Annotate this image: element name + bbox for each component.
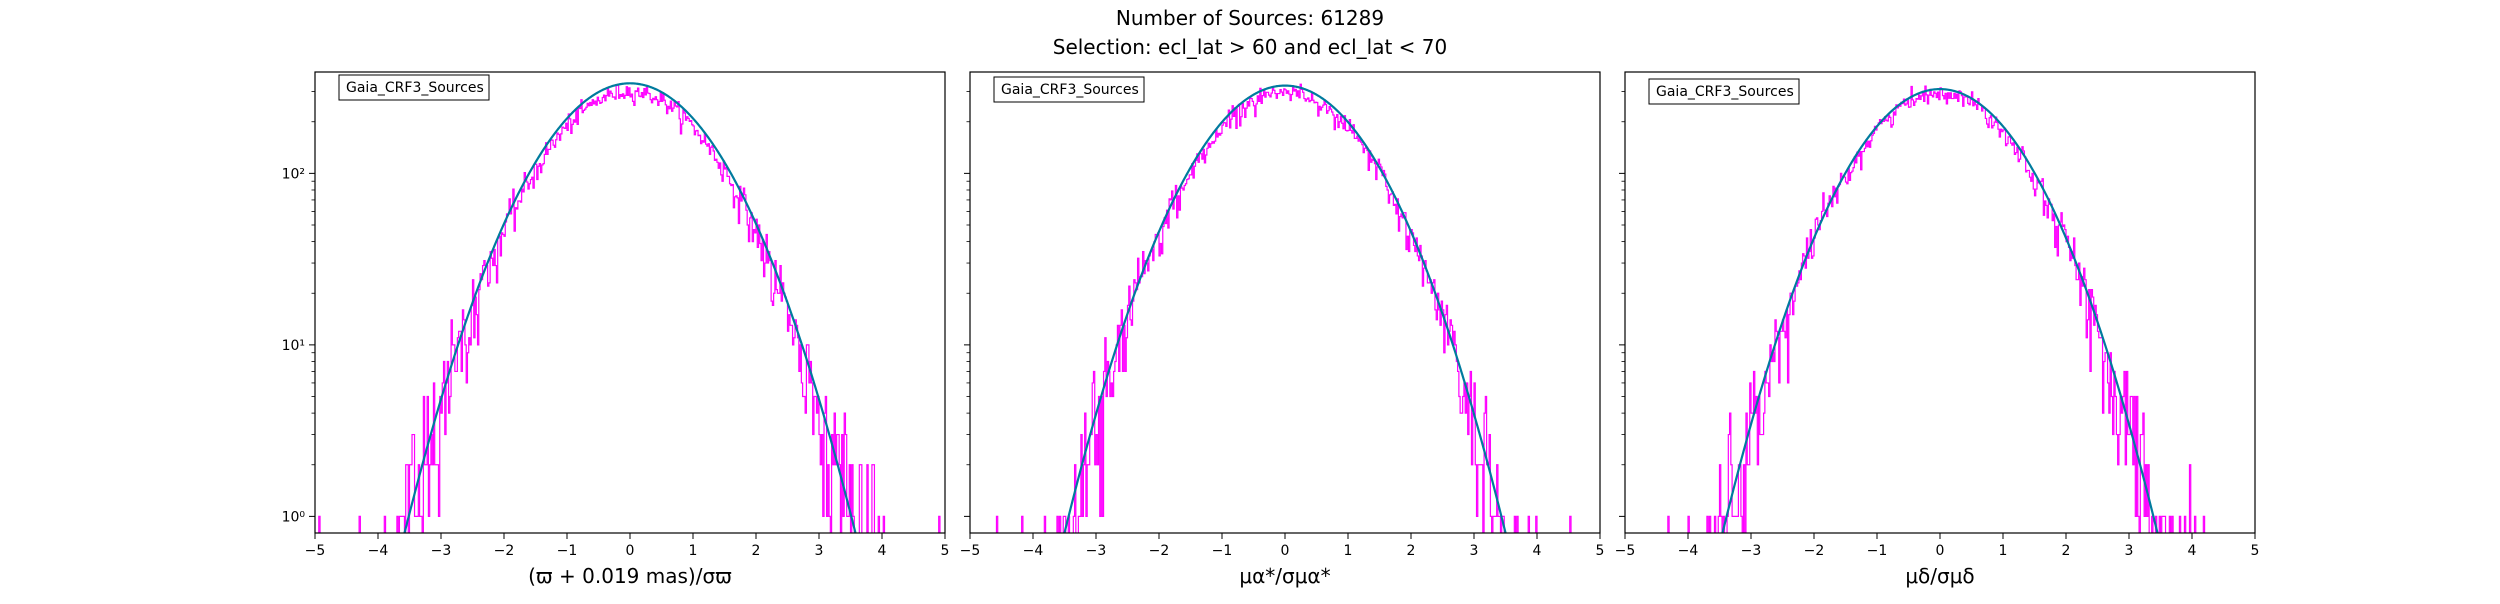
x-axis-label: μα*/σμα*	[1239, 564, 1330, 588]
x-tick-label: −2	[1149, 543, 1170, 559]
x-tick-label: 5	[941, 543, 950, 559]
x-tick-label: −4	[1023, 543, 1044, 559]
y-tick-label: 10⁰	[282, 509, 306, 525]
x-tick-label: 5	[2251, 543, 2260, 559]
x-tick-label: 5	[1596, 543, 1605, 559]
x-tick-label: 2	[2062, 543, 2071, 559]
x-tick-label: −1	[557, 543, 578, 559]
legend-label: Gaia_CRF3_Sources	[346, 80, 484, 96]
x-tick-label: −4	[1678, 543, 1699, 559]
legend-box	[338, 74, 490, 101]
axes-frame	[969, 71, 1601, 534]
x-tick-label: 3	[2125, 543, 2134, 559]
figure-title-line2: Selection: ecl_lat > 60 and ecl_lat < 70	[1053, 35, 1447, 59]
legend-label: Gaia_CRF3_Sources	[1001, 82, 1139, 98]
histogram-series	[995, 83, 1572, 533]
x-tick-label: 4	[2188, 543, 2197, 559]
legend-label: Gaia_CRF3_Sources	[1656, 84, 1794, 100]
x-axis-label: μδ/σμδ	[1905, 564, 1974, 588]
figure-title-line1: Number of Sources: 61289	[1116, 6, 1384, 30]
x-tick-label: −2	[1804, 543, 1825, 559]
x-tick-label: −1	[1867, 543, 1888, 559]
x-tick-label: 4	[1533, 543, 1542, 559]
x-tick-label: 1	[1344, 543, 1353, 559]
y-tick-label: 10¹	[282, 338, 305, 354]
legend-box	[993, 76, 1145, 103]
x-tick-label: −5	[305, 543, 326, 559]
x-tick-label: 2	[752, 543, 761, 559]
axes-frame	[1624, 71, 2256, 534]
x-tick-label: −5	[960, 543, 981, 559]
x-tick-label: 0	[1936, 543, 1945, 559]
x-tick-label: 0	[626, 543, 635, 559]
subplots: −5 −4 −3 −2 −1 0 1 2 3 4 5 10⁰ 10¹ 10² (ϖ + 0.019 mas)…	[282, 71, 2260, 588]
x-tick-label: 3	[1470, 543, 1479, 559]
x-tick-label: 1	[1999, 543, 2008, 559]
x-tick-label: −1	[1212, 543, 1233, 559]
gaussian-fit-curve	[1063, 84, 1507, 533]
x-axis-label: (ϖ + 0.019 mas)/σϖ	[528, 564, 732, 588]
x-tick-label: −4	[368, 543, 389, 559]
subplot-1: −5 −4 −3 −2 −1 0 1 2 3 4 5 10⁰ 10¹ 10² (ϖ + 0.019 mas)…	[282, 71, 950, 588]
x-tick-label: 0	[1281, 543, 1290, 559]
x-tick-label: 4	[878, 543, 887, 559]
x-tick-label: 1	[689, 543, 698, 559]
histogram-series	[1667, 85, 2206, 533]
subplot-3: −5 −4 −3 −2 −1 0 1 2 3 4 5 μδ/σμδ Gaia_CRF3_Sources	[1615, 71, 2260, 588]
histogram-series	[318, 84, 941, 533]
subplot-2: −5 −4 −3 −2 −1 0 1 2 3 4 5 μα*/σμα* Gaia_CRF3_Source…	[960, 71, 1605, 588]
x-tick-label: 2	[1407, 543, 1416, 559]
gaussian-fit-curve	[403, 82, 857, 533]
x-tick-label: −3	[1741, 543, 1762, 559]
x-tick-label: −3	[431, 543, 452, 559]
axes-frame	[314, 71, 946, 534]
x-tick-label: −5	[1615, 543, 1636, 559]
x-tick-label: −3	[1086, 543, 1107, 559]
x-tick-label: 3	[815, 543, 824, 559]
legend-box	[1648, 78, 1800, 105]
y-tick-label: 10²	[282, 166, 305, 182]
gaussian-fit-curve	[1721, 87, 2159, 533]
x-tick-label: −2	[494, 543, 515, 559]
